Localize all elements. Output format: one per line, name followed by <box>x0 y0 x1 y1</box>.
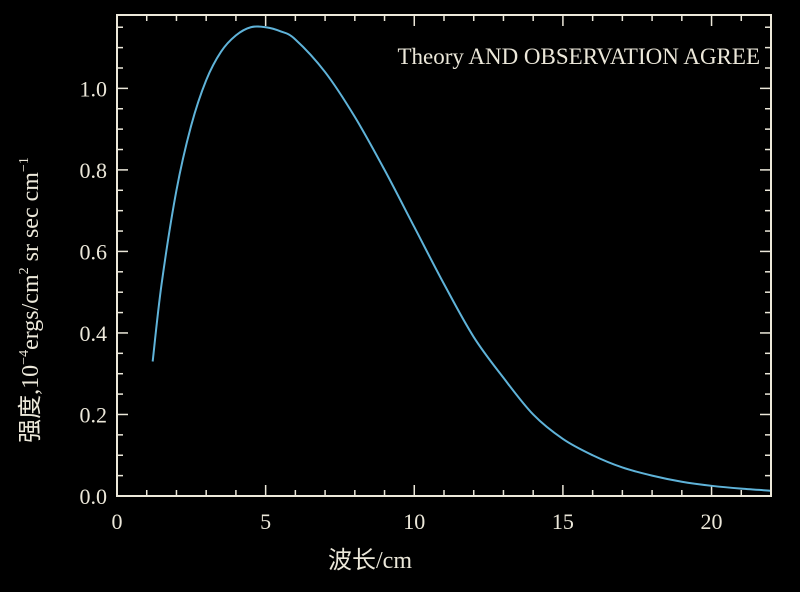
y-label-prefix: 强度,10 <box>17 365 44 443</box>
x-tick-label: 0 <box>112 509 123 534</box>
x-tick-label: 15 <box>552 509 574 534</box>
y-label-mid: ergs/cm <box>18 274 44 350</box>
x-axis-label: 波长/cm <box>328 547 412 574</box>
y-tick-label: 0.8 <box>80 158 108 183</box>
y-label-suffix: sr sec cm <box>18 172 44 268</box>
x-tick-label: 20 <box>701 509 723 534</box>
tick-labels: 0 5 10 15 20 0.0 0.2 0.4 0.6 0.8 1.0 <box>80 76 723 534</box>
x-tick-label: 10 <box>403 509 425 534</box>
annotation: Theory AND OBSERVATION AGREE <box>397 44 760 69</box>
y-tick-label: 0.4 <box>80 321 108 346</box>
y-axis-label: 强度,10−4ergs/cm2 sr sec cm−1 <box>17 157 44 443</box>
y-label-exp1: −4 <box>17 350 32 365</box>
y-label-exp3: −1 <box>17 157 32 172</box>
y-tick-label: 0.6 <box>80 239 108 264</box>
plot-frame <box>116 14 772 497</box>
series-line <box>151 25 772 492</box>
x-tick-label: 5 <box>260 509 271 534</box>
y-tick-label: 1.0 <box>80 76 108 101</box>
y-label-exp2: 2 <box>17 267 32 274</box>
y-tick-label: 0.2 <box>80 402 108 427</box>
y-tick-label: 0.0 <box>80 484 108 509</box>
